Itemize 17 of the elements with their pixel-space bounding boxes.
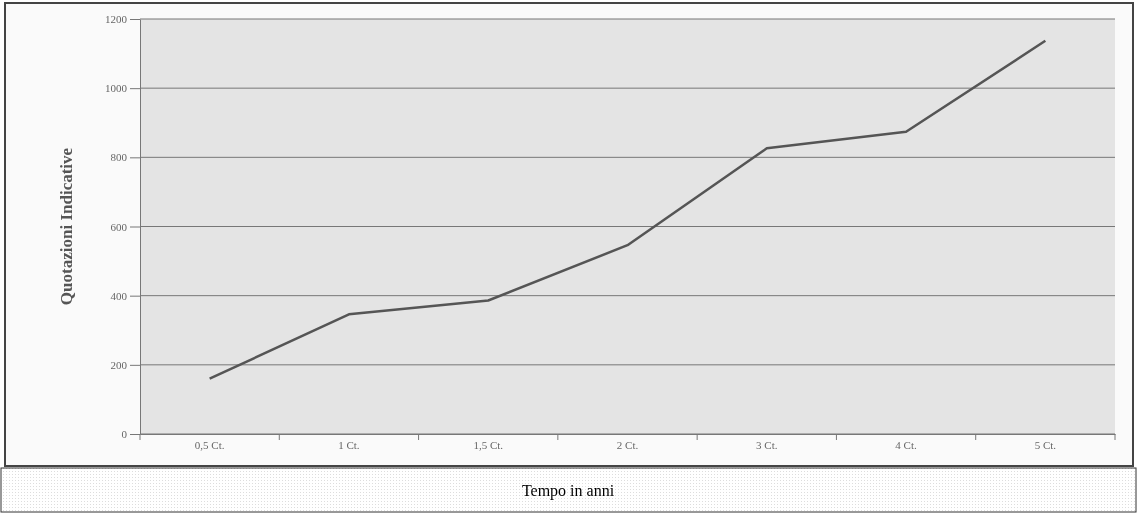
- y-tick-label: 0: [121, 428, 128, 441]
- x-tick-label: 1,5 Ct.: [473, 439, 504, 452]
- x-tick-label: 3 Ct.: [756, 439, 778, 452]
- y-tick-label: 800: [110, 151, 128, 164]
- y-tick-label: 1000: [105, 82, 128, 95]
- x-tick-label: 1 Ct.: [338, 439, 360, 452]
- y-axis-title: Quotazioni Indicative: [57, 147, 76, 306]
- y-tick-label: 400: [110, 289, 128, 302]
- y-tick-label: 600: [110, 220, 128, 233]
- line-series: [208, 39, 1047, 380]
- y-tick-label: 1200: [105, 13, 128, 26]
- x-tick-label: 5 Ct.: [1034, 439, 1057, 452]
- x-axis-title: Tempo in anni: [521, 482, 615, 500]
- x-tick-label: 2 Ct.: [616, 439, 639, 452]
- x-tick-label: 4 Ct.: [895, 439, 918, 452]
- x-tick-label: 0,5 Ct.: [194, 439, 225, 452]
- y-tick-label: 200: [110, 358, 128, 371]
